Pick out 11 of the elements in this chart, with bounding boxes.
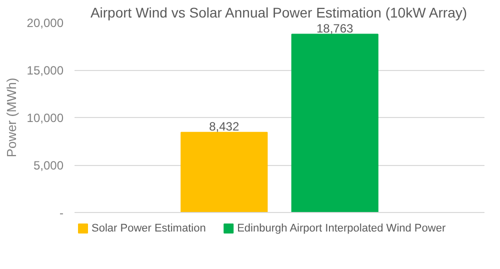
chart-title: Airport Wind vs Solar Annual Power Estimation (10kW Array) (90, 4, 468, 20)
y-tick-label: 20,000 (26, 16, 64, 30)
data-label: 18,763 (316, 21, 354, 36)
y-tick-label: 5,000 (33, 158, 64, 172)
y-tick-label: 15,000 (26, 64, 64, 78)
legend-label: Solar Power Estimation (92, 222, 206, 234)
y-axis-title: Power (MWh) (4, 78, 19, 158)
y-tick-label: 10,000 (26, 111, 64, 125)
y-tick-label: - (60, 206, 64, 220)
data-label: 8,432 (209, 119, 240, 134)
legend-label: Edinburgh Airport Interpolated Wind Power (237, 222, 446, 234)
